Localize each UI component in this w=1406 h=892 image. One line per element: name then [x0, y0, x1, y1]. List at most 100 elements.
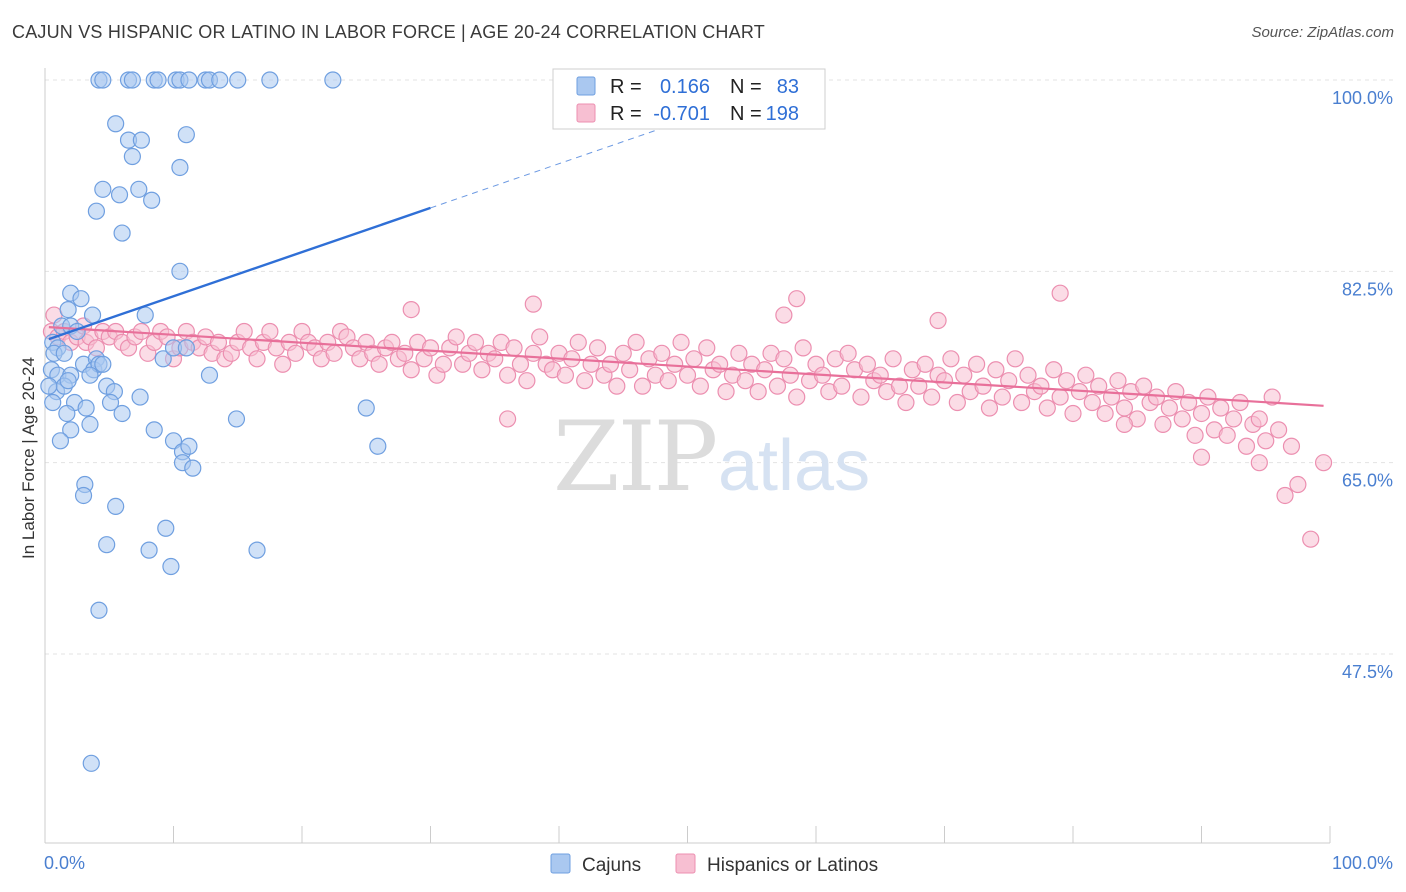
hisp-point-165	[1090, 377, 1108, 395]
cajun-point-39	[55, 344, 73, 362]
cajun-point-31	[83, 306, 102, 324]
hisp-point-118	[788, 388, 806, 406]
cajun-point-53	[44, 393, 62, 412]
hisp-point-172	[1135, 377, 1153, 395]
cajun-point-27	[171, 262, 189, 280]
hisp-point-40	[286, 344, 305, 362]
hisp-point-164	[1083, 393, 1101, 412]
hisp-point-86	[582, 355, 600, 373]
hisp-point-153	[1012, 393, 1031, 412]
cajun-point-52	[40, 377, 58, 395]
y-tick-labels: 47.5% 65.0% 82.5% 100.0%	[1332, 88, 1393, 682]
cajun-point-3	[123, 71, 141, 89]
cajun-point-21	[94, 180, 112, 198]
hisp-point-203	[929, 311, 947, 330]
hisp-point-196	[1289, 475, 1307, 494]
trend-lines	[48, 110, 1324, 407]
cajun-point-65	[200, 366, 219, 384]
cajun-point-47	[81, 366, 99, 384]
hisp-point-133	[884, 350, 902, 368]
cajun-point-24	[143, 191, 161, 209]
hisp-point-92	[621, 361, 639, 379]
hisp-point-76	[518, 372, 536, 390]
hisp-point-208	[1250, 454, 1268, 472]
hisp-point-135	[897, 393, 915, 412]
cajun-point-67	[81, 415, 99, 433]
hispanic-points	[42, 284, 1333, 548]
cajun-point-1	[94, 71, 112, 89]
hisp-point-91	[614, 344, 632, 362]
cajun-point-84	[90, 601, 108, 619]
series-legend: Cajuns Hispanics or Latinos	[550, 853, 878, 876]
hisp-point-150	[993, 388, 1011, 406]
cajun-point-73	[180, 437, 198, 455]
hisp-point-34	[248, 350, 266, 368]
hisp-point-109	[730, 344, 748, 362]
cajun-point-81	[140, 541, 158, 559]
y-tick-label-0: 47.5%	[1342, 662, 1393, 682]
hisp-point-103	[691, 377, 709, 395]
cajun-point-77	[74, 486, 93, 505]
hisp-point-110	[736, 372, 754, 390]
hisp-point-112	[749, 383, 767, 401]
cajun-point-34	[136, 306, 154, 324]
hisp-point-184	[1212, 399, 1230, 417]
cajun-point-56	[58, 404, 76, 423]
cajun-point-62	[154, 350, 172, 368]
cajun-point-26	[113, 224, 131, 242]
chart-title: CAJUN VS HISPANIC OR LATINO IN LABOR FOR…	[12, 22, 765, 42]
hisp-point-58	[402, 361, 420, 379]
hisp-point-113	[755, 361, 774, 379]
watermark: ZIP atlas	[553, 401, 870, 513]
legend-r-label-2: R =	[610, 103, 642, 125]
legend-n-label-1: N =	[730, 76, 762, 98]
hisp-point-65	[447, 328, 465, 346]
source-label: Source: ZipAtlas.com	[1251, 24, 1394, 41]
hisp-point-139	[923, 388, 941, 406]
cajun-point-82	[162, 557, 180, 576]
cajun-point-19	[177, 126, 195, 144]
hisp-point-154	[1019, 366, 1037, 384]
cajun-point-23	[110, 186, 129, 204]
legend-r-value-2: -0.701	[653, 103, 710, 125]
hisp-point-69	[473, 361, 491, 379]
correlation-legend: R = 0.166 N = 83 R = -0.701 N = 198	[552, 68, 826, 130]
cajun-point-85	[357, 399, 375, 417]
y-tick-label-3: 100.0%	[1332, 88, 1393, 108]
hisp-point-200	[524, 295, 542, 313]
hisp-point-190	[1250, 410, 1268, 428]
hisp-point-104	[698, 339, 716, 357]
cajun-point-51	[59, 372, 77, 390]
hisp-point-198	[1314, 454, 1333, 472]
y-tick-label-2: 82.5%	[1342, 279, 1393, 299]
hisp-point-205	[499, 410, 517, 428]
cajun-point-22	[130, 180, 148, 198]
x-tick-label-0: 0.0%	[44, 853, 85, 873]
hisp-point-77	[524, 344, 542, 362]
hisp-point-74	[505, 339, 523, 357]
legend-swatch-hisp	[576, 103, 596, 123]
cajun-point-5	[149, 71, 167, 89]
hisp-point-82	[556, 366, 575, 384]
hisp-point-195	[1282, 437, 1301, 455]
hisp-point-146	[968, 355, 986, 373]
cajun-point-29	[72, 290, 90, 308]
cajun-point-55	[77, 399, 95, 417]
hisp-point-186	[1225, 410, 1243, 428]
cajun-point-64	[177, 339, 195, 357]
bottom-legend-cajun: Cajuns	[582, 855, 641, 876]
hisp-point-68	[466, 333, 485, 351]
hisp-point-102	[685, 350, 703, 368]
hisp-point-176	[1160, 399, 1178, 417]
cajun-point-17	[132, 131, 150, 149]
hisp-point-151	[1000, 372, 1018, 390]
cajun-point-75	[184, 459, 202, 477]
hisp-point-101	[678, 366, 697, 384]
hisp-point-144	[955, 366, 973, 384]
cajun-point-18	[123, 147, 141, 166]
hisp-point-207	[1192, 448, 1211, 466]
hisp-point-175	[1154, 415, 1172, 433]
cajun-point-59	[101, 393, 120, 412]
cajun-point-25	[87, 202, 106, 220]
